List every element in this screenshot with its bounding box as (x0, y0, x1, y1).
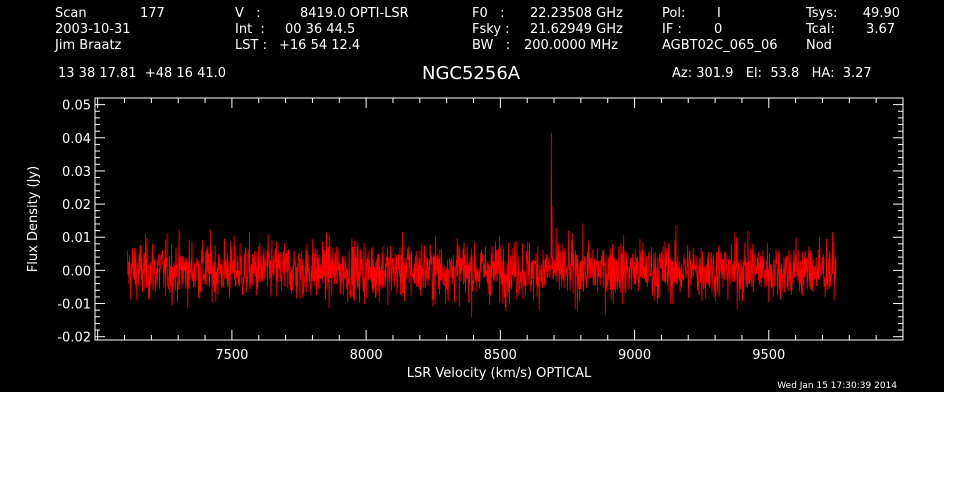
y-tick-label: -0.01 (57, 298, 91, 313)
scan-value: 177 (140, 6, 165, 21)
if-label: IF : (662, 22, 682, 37)
x-axis-label: LSR Velocity (km/s) OPTICAL (407, 366, 592, 381)
integration-label: Int : (235, 22, 265, 37)
spectrum-layer (126, 132, 837, 318)
rest-freq-label: F0 : (472, 6, 505, 21)
tcal-label: Tcal: (806, 22, 835, 37)
bandwidth-value: 200.0000 MHz (524, 38, 618, 53)
scan-label: Scan (55, 6, 87, 21)
y-tick-label: 0.01 (62, 231, 91, 246)
bandwidth-label: BW : (472, 38, 511, 53)
x-tick-label: 9000 (618, 348, 651, 363)
y-tick-label: -0.02 (57, 331, 91, 346)
y-tick-label: 0.04 (62, 132, 91, 147)
spectrum-plot: 7500 8000 8500 9000 9500 -0.02 -0.01 0.00 0.01 0.… (26, 97, 904, 381)
velocity-label: V : (235, 6, 261, 21)
axis-ticks: 7500 8000 8500 9000 9500 -0.02 -0.01 0.00 0.01 0.… (57, 97, 904, 363)
polarization-label: Pol: (662, 6, 686, 21)
source-name: NGC5256A (422, 63, 521, 84)
plot-timestamp: Wed Jan 15 17:30:39 2014 (777, 381, 897, 391)
project-id: AGBT02C_065_06 (662, 38, 778, 53)
lst-label: LST : (235, 38, 267, 53)
spectrum-line (126, 132, 837, 318)
observer-name: Jim Braatz (55, 38, 122, 53)
y-tick-label: 0.05 (62, 99, 91, 114)
if-value: 0 (714, 22, 723, 37)
source-coordinates: 13 38 17.81 +48 16 41.0 (58, 66, 227, 81)
obs-date: 2003-10-31 (55, 22, 131, 37)
tsys-value: 49.90 (862, 6, 900, 21)
y-tick-label: 0.02 (62, 198, 91, 213)
integration-value: 00 36 44.5 (285, 22, 356, 37)
plot-panel: Scan 177 2003-10-31 Jim Braatz 13 38 17.… (0, 0, 944, 392)
y-axis-label: Flux Density (Jy) (26, 166, 41, 272)
y-tick-label: 0.03 (62, 165, 91, 180)
x-tick-label: 8500 (484, 348, 517, 363)
sky-freq-value: 21.62949 GHz (530, 22, 623, 37)
tcal-value: 3.67 (866, 22, 895, 37)
y-tick-label: 0.00 (62, 264, 91, 279)
az-el-ha-readout: Az: 301.9 El: 53.8 HA: 3.27 (672, 66, 872, 81)
plot-frame (94, 97, 904, 341)
x-tick-label: 9500 (752, 348, 785, 363)
tsys-label: Tsys: (806, 6, 838, 21)
polarization-value: I (717, 6, 721, 21)
velocity-value: 8419.0 OPTI-LSR (300, 6, 409, 21)
lst-value: +16 54 12.4 (279, 38, 361, 53)
obs-mode: Nod (806, 38, 832, 53)
sky-freq-label: Fsky : (472, 22, 510, 37)
rest-freq-value: 22.23508 GHz (530, 6, 623, 21)
x-tick-label: 7500 (215, 348, 248, 363)
x-tick-label: 8000 (350, 348, 383, 363)
